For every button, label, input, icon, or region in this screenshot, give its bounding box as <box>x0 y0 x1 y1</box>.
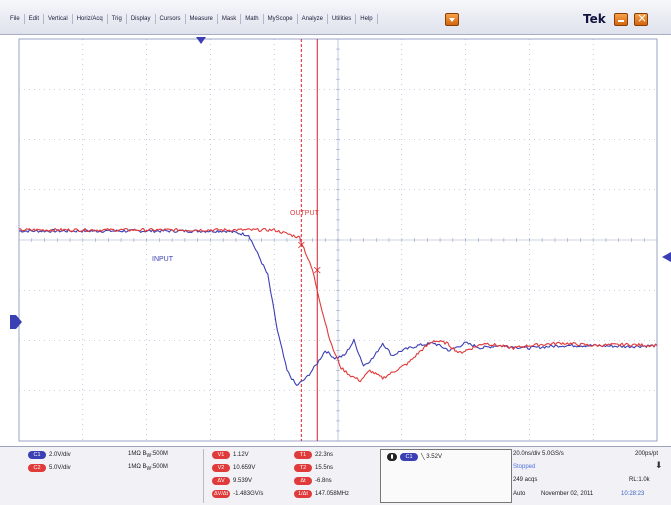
graticule <box>18 38 658 442</box>
horizontal-scale: 20.0ns/div 5.0GS/s <box>513 451 564 457</box>
date: November 02, 2011 <box>541 491 594 497</box>
menu-item-vertical[interactable]: Vertical <box>44 14 73 24</box>
t2-value: 15.5ns <box>315 465 334 471</box>
ch1-badge: C1 <box>28 451 46 459</box>
v1-value: 1.12V <box>233 452 249 458</box>
cursor-dt[interactable]: Δt -6.8ns <box>294 477 332 485</box>
menu-item-file[interactable]: File <box>6 14 25 24</box>
cursor-dvdt[interactable]: ΔV/Δt -1.483GV/s <box>212 490 263 498</box>
clock: 10:28:23 <box>621 491 645 497</box>
menu-item-mask[interactable]: Mask <box>218 14 242 24</box>
ch2-coupling-text: 1MΩ B <box>128 464 147 470</box>
menu-item-trig[interactable]: Trig <box>108 14 127 24</box>
menu-item-myscope[interactable]: MyScope <box>264 14 298 24</box>
input-label: INPUT <box>152 256 174 263</box>
acq-count: 249 acqs <box>513 477 538 483</box>
menu-item-math[interactable]: Math <box>241 14 264 24</box>
menu-list: File Edit Vertical Horiz/Acq Trig Display Curs… <box>6 14 378 24</box>
trigger-badge: C1 <box>400 453 418 461</box>
menu-item-display[interactable]: Display <box>127 14 156 24</box>
readout-panel: C1 2.0V/div 1MΩ BW:500M C2 5.0V/div 1MΩ BW… <box>0 446 671 505</box>
menu-item-utilities[interactable]: Utilities <box>328 14 357 24</box>
ch1-coupling: 1MΩ BW:500M <box>128 451 168 460</box>
cursor-v1[interactable]: V1 1.12V <box>212 451 249 459</box>
trigger-source-icon: ▮ <box>387 453 397 461</box>
dv-badge: ΔV <box>212 477 230 485</box>
falling-edge-icon: ╲ <box>421 454 425 461</box>
trigger-mode: Auto <box>513 491 526 497</box>
minimize-button[interactable] <box>614 13 628 26</box>
dvdt-badge: ΔV/Δt <box>212 490 231 498</box>
t1-badge: T1 <box>294 451 312 459</box>
trigger-readout[interactable]: ▮ C1 ╲ 3.52V <box>380 449 512 503</box>
t1-value: 22.3ns <box>315 452 334 458</box>
menu-item-measure[interactable]: Measure <box>186 14 218 24</box>
ch2-scale: 5.0V/div <box>49 465 71 471</box>
waveform-display[interactable]: OUTPUT INPUT <box>0 35 671 446</box>
v2-value: 10.659V <box>233 465 256 471</box>
ch1-bw: 500M <box>152 451 168 457</box>
trigger-level-marker-icon[interactable] <box>662 252 671 262</box>
v1-badge: V1 <box>212 451 230 459</box>
freq-badge: 1/Δt <box>294 490 312 498</box>
trace-input <box>18 228 658 386</box>
freq-value: 147.058MHz <box>315 491 350 497</box>
ch2-badge: C2 <box>28 464 46 472</box>
dvdt-value: -1.483GV/s <box>233 491 264 497</box>
waveform-plot: OUTPUT INPUT <box>10 37 671 442</box>
record-length: RL:1.0k <box>629 477 650 483</box>
dt-value: -6.8ns <box>315 478 332 484</box>
cursor-dv[interactable]: ΔV 9.539V <box>212 477 252 485</box>
cursor-lines <box>298 39 321 441</box>
ch1-ground-marker-icon[interactable] <box>10 315 22 329</box>
trace-output <box>18 227 658 383</box>
ch2-bw: 500M <box>152 464 168 470</box>
cursor-marker-icon <box>313 266 321 274</box>
run-stop-icon[interactable]: ⬇ <box>655 460 663 470</box>
trigger-level: 3.52V <box>426 454 442 460</box>
menu-item-help[interactable]: Help <box>356 14 378 24</box>
menu-bar: File Edit Vertical Horiz/Acq Trig Display Curs… <box>0 0 671 35</box>
menu-item-cursors[interactable]: Cursors <box>156 14 186 24</box>
traces <box>18 227 658 386</box>
cursor-t2[interactable]: T2 15.5ns <box>294 464 333 472</box>
cursor-freq[interactable]: 1/Δt 147.058MHz <box>294 490 349 498</box>
menu-item-analyze[interactable]: Analyze <box>298 14 328 24</box>
acq-state: Stopped <box>513 464 536 470</box>
dropdown-arrow-button[interactable] <box>445 13 459 26</box>
ch1-scale: 2.0V/div <box>49 452 71 458</box>
ch2-coupling: 1MΩ BW:500M <box>128 464 168 473</box>
v2-badge: V2 <box>212 464 230 472</box>
cursor-t1[interactable]: T1 22.3ns <box>294 451 333 459</box>
output-label: OUTPUT <box>290 210 320 217</box>
ch2-readout[interactable]: C2 5.0V/div <box>28 464 71 472</box>
menu-item-horizacq[interactable]: Horiz/Acq <box>73 14 108 24</box>
trigger-position-marker-icon <box>196 37 206 44</box>
timebase-readout[interactable]: 20.0ns/div 5.0GS/s 200ps/pt Stopped ⬇ 24… <box>513 449 669 503</box>
dt-badge: Δt <box>294 477 312 485</box>
brand-logo: Tek <box>583 12 606 26</box>
resolution: 200ps/pt <box>635 451 659 457</box>
close-button[interactable] <box>634 11 648 26</box>
cursor-v2[interactable]: V2 10.659V <box>212 464 255 472</box>
ch1-coupling-text: 1MΩ B <box>128 451 147 457</box>
dv-value: 9.539V <box>233 478 253 484</box>
menu-item-edit[interactable]: Edit <box>25 14 45 24</box>
t2-badge: T2 <box>294 464 312 472</box>
divider <box>203 449 204 503</box>
ch1-readout[interactable]: C1 2.0V/div <box>28 451 71 459</box>
